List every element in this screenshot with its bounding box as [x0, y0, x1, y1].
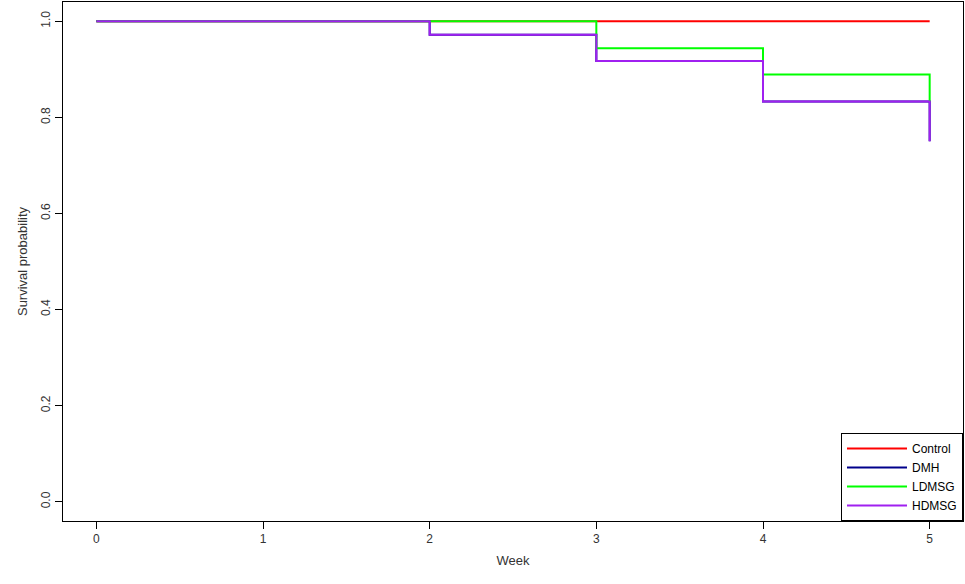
svg-text:1.0: 1.0 — [39, 11, 53, 28]
svg-text:DMH: DMH — [912, 461, 939, 475]
svg-text:Survival probability: Survival probability — [15, 206, 30, 316]
svg-text:2: 2 — [426, 532, 433, 546]
svg-text:1: 1 — [260, 532, 267, 546]
svg-text:0.8: 0.8 — [39, 107, 53, 124]
svg-text:Week: Week — [497, 553, 530, 568]
svg-text:5: 5 — [926, 532, 933, 546]
svg-text:3: 3 — [593, 532, 600, 546]
svg-text:0.4: 0.4 — [39, 299, 53, 316]
svg-text:HDMSG: HDMSG — [912, 499, 957, 513]
svg-text:0.0: 0.0 — [39, 491, 53, 508]
svg-text:0.2: 0.2 — [39, 395, 53, 412]
svg-text:0.6: 0.6 — [39, 203, 53, 220]
svg-text:4: 4 — [760, 532, 767, 546]
svg-text:Control: Control — [912, 442, 951, 456]
svg-text:0: 0 — [93, 532, 100, 546]
svg-text:LDMSG: LDMSG — [912, 480, 955, 494]
